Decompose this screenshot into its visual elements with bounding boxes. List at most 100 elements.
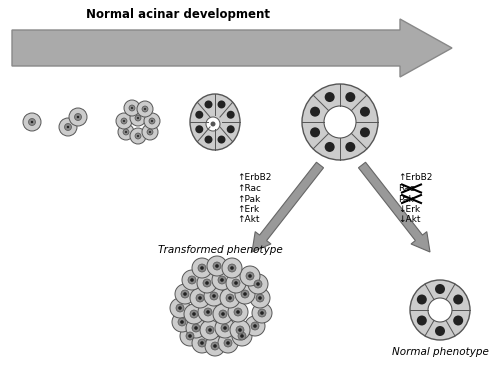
Circle shape <box>142 106 148 112</box>
Circle shape <box>226 125 234 133</box>
Circle shape <box>23 113 41 131</box>
Circle shape <box>236 326 244 334</box>
Text: ↑ErbB2: ↑ErbB2 <box>237 174 272 182</box>
Circle shape <box>417 315 427 325</box>
Circle shape <box>137 101 153 117</box>
Circle shape <box>131 107 133 109</box>
Circle shape <box>234 281 238 285</box>
Circle shape <box>243 292 247 296</box>
Circle shape <box>230 320 250 340</box>
Circle shape <box>221 324 229 332</box>
Text: Normal phenotype: Normal phenotype <box>392 347 488 357</box>
Circle shape <box>196 294 204 302</box>
Circle shape <box>234 308 242 316</box>
Circle shape <box>130 128 146 144</box>
Circle shape <box>180 326 200 346</box>
Circle shape <box>129 105 135 111</box>
Circle shape <box>170 298 190 318</box>
Circle shape <box>210 122 216 127</box>
Circle shape <box>230 266 234 270</box>
Circle shape <box>324 142 334 152</box>
Circle shape <box>186 318 206 338</box>
Circle shape <box>188 334 192 338</box>
Circle shape <box>121 118 127 124</box>
Circle shape <box>184 304 204 324</box>
Circle shape <box>200 266 204 270</box>
Circle shape <box>149 118 155 124</box>
Circle shape <box>192 333 212 353</box>
Circle shape <box>182 270 202 290</box>
Circle shape <box>310 127 320 137</box>
Text: ↑Rac: ↑Rac <box>237 184 261 193</box>
Circle shape <box>198 302 218 322</box>
Circle shape <box>453 295 463 305</box>
Circle shape <box>235 284 255 304</box>
Circle shape <box>240 334 244 338</box>
Circle shape <box>178 306 182 310</box>
Circle shape <box>74 114 82 121</box>
Circle shape <box>238 332 246 340</box>
Circle shape <box>228 296 232 300</box>
Circle shape <box>256 282 260 286</box>
Circle shape <box>123 120 125 122</box>
Circle shape <box>346 142 356 152</box>
Circle shape <box>410 280 470 340</box>
Circle shape <box>232 326 252 346</box>
Circle shape <box>196 111 203 119</box>
Circle shape <box>192 324 200 332</box>
Circle shape <box>204 136 212 144</box>
Circle shape <box>224 339 232 347</box>
Circle shape <box>188 276 196 284</box>
Circle shape <box>254 280 262 288</box>
Circle shape <box>190 310 198 318</box>
Circle shape <box>135 133 141 139</box>
Ellipse shape <box>190 94 240 150</box>
Circle shape <box>260 311 264 315</box>
Circle shape <box>198 296 202 300</box>
Circle shape <box>176 304 184 312</box>
Circle shape <box>236 310 240 314</box>
Circle shape <box>144 108 146 110</box>
Circle shape <box>251 322 259 330</box>
Text: ↑Pak: ↑Pak <box>237 194 260 204</box>
Circle shape <box>246 272 254 280</box>
Circle shape <box>245 316 265 336</box>
Circle shape <box>302 84 378 160</box>
Circle shape <box>240 266 260 286</box>
Circle shape <box>218 100 226 109</box>
Circle shape <box>226 294 234 302</box>
Circle shape <box>204 286 224 306</box>
Circle shape <box>200 320 220 340</box>
Circle shape <box>360 107 370 117</box>
Circle shape <box>204 308 212 316</box>
Circle shape <box>172 312 192 332</box>
Circle shape <box>135 115 141 121</box>
Circle shape <box>147 129 153 135</box>
Circle shape <box>232 279 240 287</box>
Circle shape <box>144 113 160 129</box>
Circle shape <box>222 258 242 278</box>
Circle shape <box>210 292 218 300</box>
Circle shape <box>205 281 209 285</box>
Circle shape <box>207 256 227 276</box>
Circle shape <box>226 341 230 345</box>
Circle shape <box>324 92 334 102</box>
Circle shape <box>137 117 139 119</box>
Circle shape <box>123 129 129 135</box>
Text: ↓Erk: ↓Erk <box>398 205 420 214</box>
Circle shape <box>213 262 221 270</box>
Circle shape <box>64 124 71 131</box>
Circle shape <box>435 284 445 294</box>
Circle shape <box>435 326 445 336</box>
Circle shape <box>183 292 187 296</box>
Circle shape <box>228 302 248 322</box>
Circle shape <box>248 274 268 294</box>
Circle shape <box>212 294 216 298</box>
Circle shape <box>192 258 212 278</box>
Circle shape <box>67 126 69 128</box>
Text: Normal acinar development: Normal acinar development <box>86 8 270 21</box>
Circle shape <box>130 110 146 126</box>
Circle shape <box>31 121 33 123</box>
Circle shape <box>197 273 217 293</box>
Circle shape <box>198 264 206 272</box>
